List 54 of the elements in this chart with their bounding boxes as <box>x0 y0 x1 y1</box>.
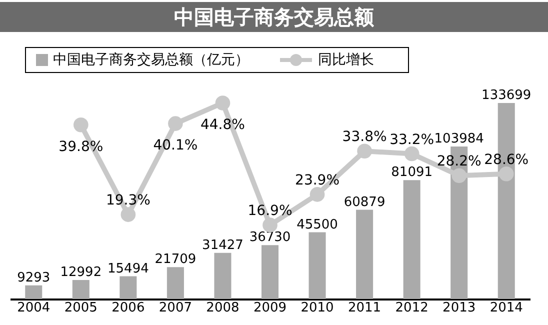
bar <box>166 267 184 299</box>
x-tick-label: 2007 <box>158 300 192 316</box>
x-tick-label: 2005 <box>64 300 98 316</box>
legend-label: 中国电子商务交易总额（亿元） <box>53 51 249 69</box>
data-label: 21709 <box>154 252 196 268</box>
data-label: 28.6% <box>484 152 529 168</box>
bar <box>214 252 232 299</box>
data-label: 36730 <box>249 230 291 246</box>
data-label: 15494 <box>108 261 149 276</box>
point <box>168 116 183 131</box>
bar <box>403 180 420 299</box>
data-label: 33.2% <box>390 132 434 148</box>
data-label: 33.8% <box>342 129 387 146</box>
x-tick-label: 2011 <box>348 300 382 316</box>
x-tick-label: 2014 <box>490 300 523 316</box>
bar <box>261 245 279 299</box>
point <box>498 166 514 182</box>
x-tick-label: 2009 <box>253 300 287 316</box>
data-label: 103984 <box>434 132 484 147</box>
x-tick-label: 2013 <box>442 300 476 316</box>
data-label: 12992 <box>60 264 102 280</box>
bar <box>72 280 90 299</box>
point <box>310 187 325 202</box>
data-label: 28.2% <box>436 154 482 170</box>
point <box>452 168 467 184</box>
bar <box>120 276 137 299</box>
chart-title: 中国电子商务交易总额 <box>0 2 548 32</box>
data-label: 60879 <box>344 194 386 210</box>
data-label: 45500 <box>296 217 338 232</box>
x-tick-label: 2012 <box>395 300 428 316</box>
data-label: 9293 <box>17 270 50 286</box>
x-tick-label: 2010 <box>300 300 334 316</box>
point <box>73 117 88 132</box>
legend-label: 同比增长 <box>318 51 374 69</box>
data-label: 23.9% <box>295 172 340 188</box>
bar <box>308 232 326 299</box>
x-tick-label: 2008 <box>206 300 240 316</box>
data-label: 81091 <box>391 165 432 180</box>
bar <box>25 285 42 299</box>
point <box>215 96 230 110</box>
data-label: 39.8% <box>58 138 104 155</box>
x-tick-label: 2006 <box>112 300 145 316</box>
data-label: 40.1% <box>153 138 198 154</box>
point <box>262 218 278 232</box>
data-label: 44.8% <box>200 117 245 133</box>
x-tick-label: 2004 <box>17 300 50 316</box>
point <box>120 207 136 222</box>
data-label: 31427 <box>202 238 244 253</box>
data-label: 16.9% <box>248 203 292 220</box>
bar <box>356 210 374 299</box>
data-label: 133699 <box>482 88 532 103</box>
point <box>357 144 372 159</box>
point <box>404 146 420 162</box>
data-label: 19.3% <box>106 192 150 209</box>
